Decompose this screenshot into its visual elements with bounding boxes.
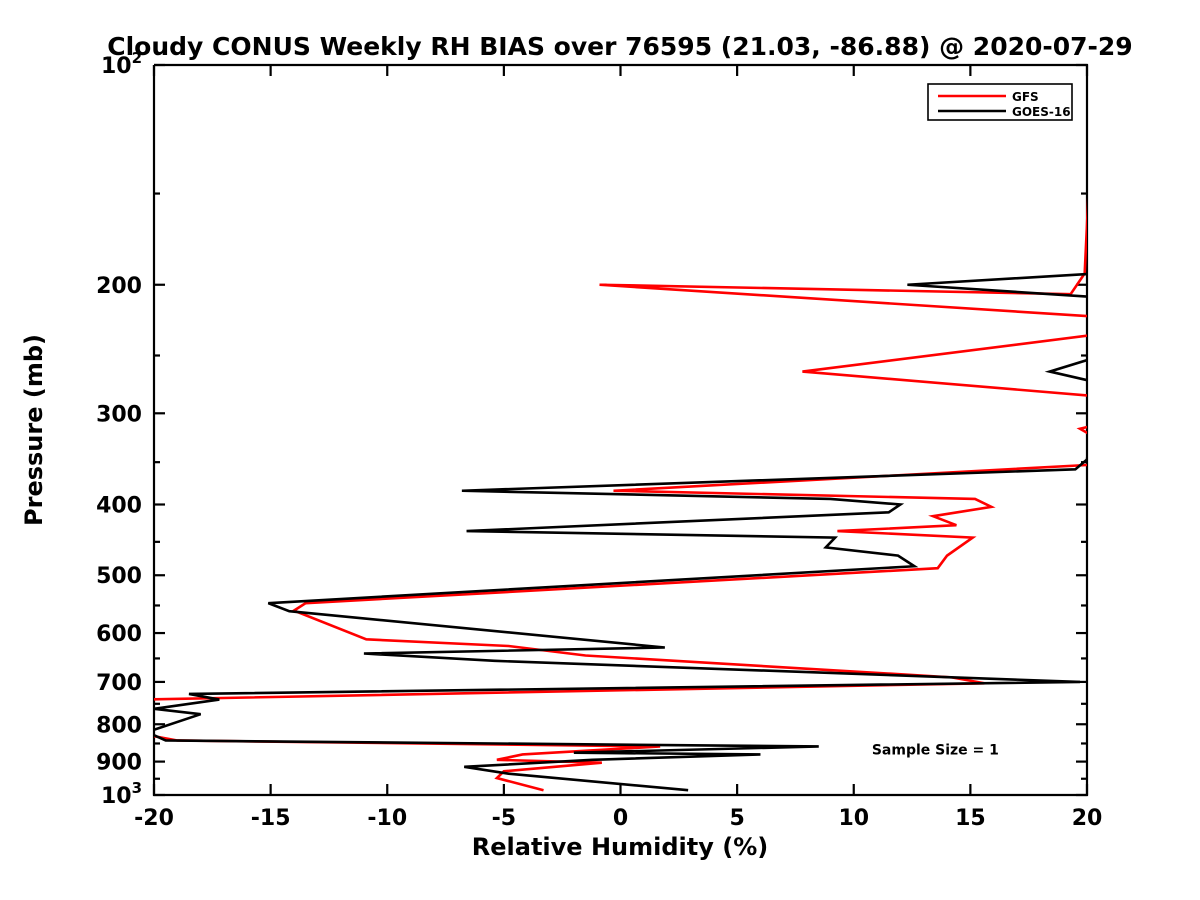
x-tick-label: -15 xyxy=(251,806,291,831)
y-axis-ticks: 102 200 300 400 500 600 700 800 900 103 xyxy=(96,49,1087,809)
y-tick-label: 900 xyxy=(96,751,142,776)
y-tick-label: 700 xyxy=(96,671,142,696)
y-tick-label: 103 xyxy=(101,779,142,809)
chart-annotations: Sample Size = 1 xyxy=(872,742,999,758)
x-axis-label: Relative Humidity (%) xyxy=(472,833,768,861)
y-tick-label: 800 xyxy=(96,713,142,738)
x-tick-label: 0 xyxy=(613,806,628,831)
sample-size-annotation: Sample Size = 1 xyxy=(872,742,999,758)
y-tick-label: 102 xyxy=(101,49,142,79)
page-title: Cloudy CONUS Weekly RH BIAS over 76595 (… xyxy=(107,32,1132,61)
data-series-group xyxy=(154,197,1087,792)
x-tick-label: -20 xyxy=(134,806,174,831)
legend-box xyxy=(927,83,1073,121)
x-tick-label: -5 xyxy=(492,806,516,831)
y-tick-label: 400 xyxy=(96,494,142,519)
x-tick-label: 5 xyxy=(729,806,744,831)
axis-frame xyxy=(152,63,1089,797)
x-tick-label: -10 xyxy=(367,806,407,831)
series-line-goes-16 xyxy=(154,272,1087,792)
legend-label-goes16: GOES-16 xyxy=(1012,105,1071,119)
x-axis-ticks: -20 -15 -10 -5 0 5 10 15 20 xyxy=(134,65,1102,831)
legend-label-gfs: GFS xyxy=(1012,90,1039,104)
y-axis-label: Pressure (mb) xyxy=(20,334,48,526)
y-tick-label: 600 xyxy=(96,622,142,647)
y-tick-label: 300 xyxy=(96,402,142,427)
y-tick-label: 500 xyxy=(96,564,142,589)
x-tick-label: 10 xyxy=(838,806,869,831)
y-tick-label: 200 xyxy=(96,274,142,299)
chart-legend[interactable]: GFS GOES-16 xyxy=(927,83,1073,121)
x-tick-label: 20 xyxy=(1072,806,1103,831)
x-tick-label: 15 xyxy=(955,806,986,831)
